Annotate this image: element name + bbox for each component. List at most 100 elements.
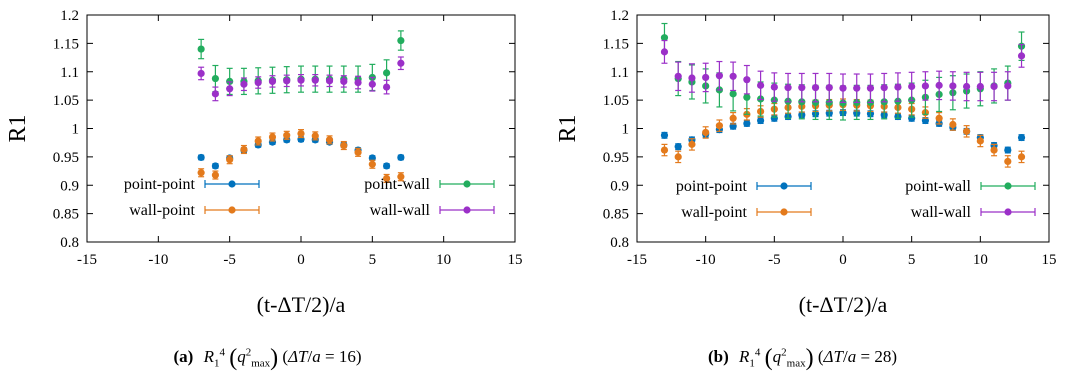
data-point <box>325 77 334 85</box>
data-point <box>949 120 957 129</box>
y-tick-label: 1 <box>622 122 630 138</box>
legend-marker <box>228 180 236 188</box>
data-point <box>674 153 682 161</box>
y-tick-label: 1.05 <box>53 93 79 109</box>
x-tick-label: 15 <box>1042 252 1057 268</box>
data-point <box>743 119 751 127</box>
data-point <box>397 153 405 162</box>
data-point <box>743 76 751 84</box>
legend-marker <box>780 182 788 190</box>
data-point <box>908 114 916 122</box>
data-point <box>1004 82 1012 90</box>
data-point <box>340 141 348 150</box>
data-point <box>866 84 875 92</box>
data-point <box>825 84 833 92</box>
caption-a: (a) R14 (q2max) (ΔT/a = 16) <box>173 345 362 371</box>
y-tick-label: 0.95 <box>603 150 629 166</box>
data-point <box>1017 153 1026 161</box>
x-tick-label: 10 <box>973 252 988 268</box>
data-point <box>254 137 262 145</box>
data-point <box>383 69 391 77</box>
subfigure-b: 0.8 0.85 0.9 0.95 1 1.05 1.1 1.15 1.2 -15 -10 -5 0 5 1… <box>535 0 1070 382</box>
legend-entry-point-point: point-point <box>124 176 260 193</box>
data-point <box>368 160 376 168</box>
caption-b-tag: (b) <box>708 347 729 366</box>
x-tick-label: -5 <box>768 252 781 268</box>
chart-a-svg: 0.8 0.85 0.9 0.95 1 1.05 1.1 1.15 1.2 -15 -10 -5 0 5 1… <box>5 8 523 317</box>
data-point <box>283 77 291 85</box>
legend-entry-point-point: point-point <box>676 178 812 195</box>
legend-marker <box>1004 182 1012 190</box>
data-point <box>990 146 998 154</box>
data-point <box>839 84 847 92</box>
y-tick-label: 1.15 <box>53 36 79 52</box>
data-point <box>211 162 219 170</box>
data-point <box>935 114 943 122</box>
data-point <box>397 59 405 67</box>
series-wall-wall <box>197 56 405 102</box>
legend-label: point-point <box>676 178 748 195</box>
data-point <box>660 48 669 56</box>
chart-b-svg: 0.8 0.85 0.9 0.95 1 1.05 1.1 1.15 1.2 -15 -10 -5 0 5 1… <box>555 8 1057 317</box>
data-point <box>811 84 820 92</box>
data-point <box>990 82 998 91</box>
data-point <box>211 74 219 83</box>
data-point <box>197 69 205 78</box>
data-point <box>1004 157 1012 166</box>
x-tick-label: 5 <box>369 252 377 268</box>
x-tick-label: 10 <box>436 252 451 268</box>
data-point <box>880 84 888 92</box>
y-tick-label: 1.15 <box>603 36 629 52</box>
data-point <box>908 82 916 91</box>
legend-label: point-wall <box>905 178 971 195</box>
x-tick-label: -5 <box>223 252 236 268</box>
legend-marker <box>780 208 788 216</box>
data-point <box>197 45 205 53</box>
y-tick-label: 1.1 <box>60 65 79 81</box>
data-point <box>197 169 205 177</box>
x-axis-label: (t-ΔT/2)/a <box>799 292 888 317</box>
data-point <box>240 145 248 154</box>
data-point <box>674 72 682 80</box>
subfigure-a: 0.8 0.85 0.9 0.95 1 1.05 1.1 1.15 1.2 -15 -10 -5 0 5 1… <box>5 8 523 371</box>
data-point <box>715 72 723 80</box>
data-point <box>1017 52 1026 60</box>
data-point <box>853 84 861 92</box>
legend-marker <box>463 206 471 214</box>
y-tick-label: 1.05 <box>603 93 629 109</box>
data-point <box>770 83 778 91</box>
caption-a-tag: (a) <box>173 347 194 366</box>
series-wall-point <box>197 129 405 184</box>
legend-entry-wall-point: wall-point <box>129 202 260 219</box>
legend-label: wall-point <box>681 204 747 221</box>
data-point <box>743 93 751 101</box>
data-point <box>226 85 234 93</box>
y-tick-label: 0.85 <box>603 207 629 223</box>
x-tick-label: 15 <box>508 252 523 268</box>
data-point <box>383 83 391 91</box>
data-point <box>757 116 765 125</box>
y-tick-label: 1 <box>72 122 80 138</box>
data-point <box>798 84 806 92</box>
y-axis-label: R1 <box>5 114 31 142</box>
data-point <box>383 174 391 183</box>
x-tick-label: -15 <box>627 252 647 268</box>
data-point <box>976 82 984 91</box>
legend-label: wall-point <box>129 202 195 219</box>
data-point <box>688 140 696 148</box>
data-point <box>368 80 376 88</box>
data-point <box>311 76 319 84</box>
data-point <box>963 127 971 135</box>
data-point <box>397 173 405 181</box>
x-tick-label: 0 <box>839 252 847 268</box>
y-tick-label: 0.9 <box>60 178 79 194</box>
data-point <box>757 81 765 89</box>
y-tick-label: 0.8 <box>610 235 629 251</box>
x-tick-label: -10 <box>148 252 168 268</box>
data-point <box>383 162 391 170</box>
y-tick-label: 0.8 <box>60 235 79 251</box>
data-point <box>297 130 305 138</box>
data-point <box>935 81 943 89</box>
legend-label: point-wall <box>364 176 430 193</box>
data-point <box>688 74 696 82</box>
